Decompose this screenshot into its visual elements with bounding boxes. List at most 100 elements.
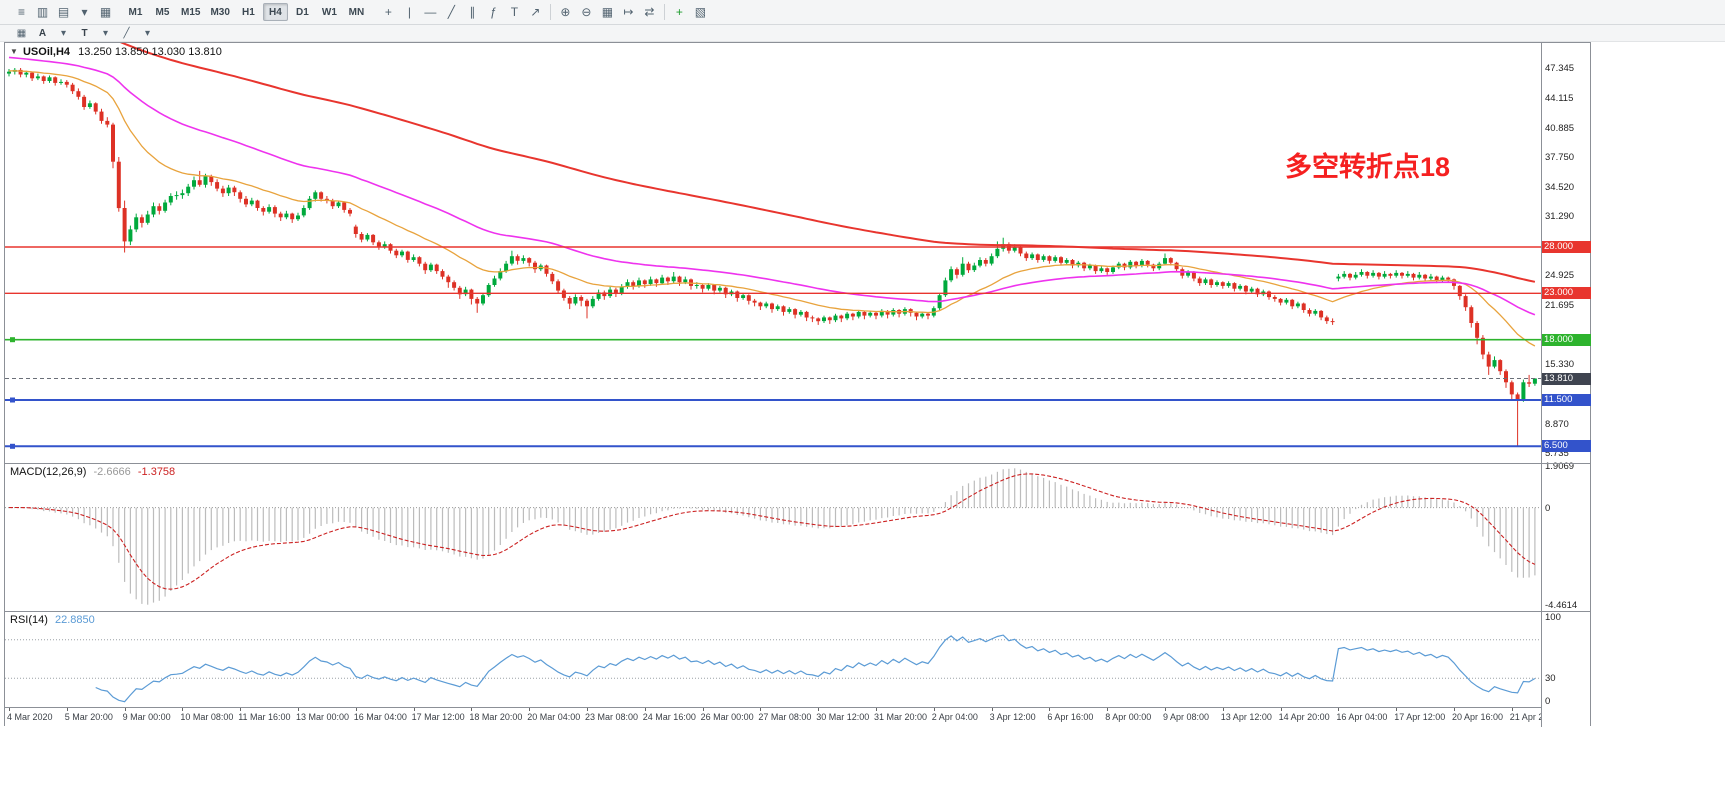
time-tick: [818, 708, 820, 711]
annotation-text[interactable]: 多空转折点18: [1285, 152, 1451, 182]
price-scale-label: 47.345: [1545, 62, 1575, 74]
crosshair-icon[interactable]: +: [384, 5, 392, 19]
rsi-scale-label: 30: [1545, 673, 1556, 685]
text-tool-button[interactable]: T: [81, 27, 88, 39]
vertical-line-icon[interactable]: |: [407, 5, 411, 19]
ma-fast-line: [8, 70, 1536, 347]
rsi-pane[interactable]: RSI(14) 22.8850: [5, 611, 1541, 707]
macd-pane[interactable]: MACD(12,26,9) -2.6666 -1.3758: [5, 463, 1541, 611]
channel-icon[interactable]: ∥: [469, 5, 476, 19]
time-axis-label: 30 Mar 12:00: [816, 712, 870, 722]
timeframe-mn[interactable]: MN: [348, 6, 365, 18]
trendline-icon[interactable]: ╱: [447, 5, 456, 19]
hline-handle[interactable]: [10, 397, 15, 403]
price-scale[interactable]: 47.345 44.115 40.885 37.750 34.520 31.290 24.9…: [1541, 43, 1591, 727]
timeframe-m1[interactable]: M1: [128, 6, 143, 18]
time-tick: [760, 708, 762, 711]
time-tick: [991, 708, 993, 711]
time-axis[interactable]: 4 Mar 2020 5 Mar 20:00 9 Mar 00:00 10 Mar 0…: [5, 707, 1590, 726]
toolbar-separator: [549, 4, 551, 20]
rsi-scale-label: 0: [1545, 696, 1551, 707]
zoom-out-icon[interactable]: ⊖: [581, 5, 592, 19]
hlines-layer[interactable]: [5, 246, 1541, 449]
time-tick: [702, 708, 704, 711]
new-chart-icon[interactable]: ▥: [36, 5, 49, 19]
chart-shift-icon[interactable]: ⇄: [644, 5, 655, 19]
time-axis-label: 6 Apr 16:00: [1047, 712, 1094, 722]
profiles-icon[interactable]: ▤: [57, 5, 70, 19]
pane-divider[interactable]: [5, 611, 1590, 612]
line-tool-caret-icon[interactable]: ▾: [144, 27, 151, 39]
price-scale-label: 31.290: [1545, 211, 1575, 223]
timeframe-m15[interactable]: M15: [181, 6, 201, 18]
time-tick: [9, 708, 10, 711]
arrow-tool-button[interactable]: A: [38, 27, 47, 39]
price-pane[interactable]: ▼ USOil,H4 13.250 13.850 13.030 13.810 多…: [5, 43, 1541, 463]
price-scale-label: 34.520: [1545, 181, 1575, 193]
moving-averages-layer: [8, 43, 1536, 347]
time-tick: [1280, 708, 1282, 711]
hline-handle[interactable]: [10, 337, 15, 343]
time-axis-label: 14 Apr 20:00: [1278, 712, 1330, 722]
indicators-icon[interactable]: +: [675, 5, 683, 19]
time-axis-label: 18 Mar 20:00: [469, 712, 523, 722]
time-axis-label: 13 Apr 12:00: [1220, 712, 1272, 722]
hline-price-badge: 11.500: [1542, 393, 1591, 406]
timeframe-w1[interactable]: W1: [321, 6, 337, 18]
time-tick: [1338, 708, 1340, 711]
time-tick: [1222, 708, 1224, 711]
time-axis-label: 16 Mar 04:00: [353, 712, 407, 722]
hline-price-badge: 28.000: [1542, 240, 1591, 253]
profiles-caret-icon[interactable]: ▾: [81, 5, 88, 19]
time-axis-label: 9 Mar 00:00: [122, 712, 171, 722]
timeframe-h4[interactable]: H4: [262, 3, 288, 21]
time-tick: [1049, 708, 1051, 711]
macd-scale-label: 0: [1545, 502, 1551, 514]
chart-type-icon[interactable]: ▦: [99, 5, 112, 19]
timeframe-m30[interactable]: M30: [210, 6, 230, 18]
timeframe-m5[interactable]: M5: [155, 6, 170, 18]
time-tick: [66, 708, 68, 711]
ma-mid-line: [8, 56, 1536, 316]
toolbar-tools-group: + | — ╱ ∥ ƒ T ↗ ⊕ ⊖ ▦ ↦ ⇄ + ▧: [378, 3, 711, 22]
time-tick: [1454, 708, 1455, 711]
time-axis-label: 11 Mar 16:00: [238, 712, 291, 722]
horizontal-line-icon[interactable]: —: [424, 5, 437, 19]
rsi-chart-canvas[interactable]: [5, 611, 1541, 707]
hline-price-badge: 18.000: [1542, 333, 1591, 346]
time-tick: [240, 708, 242, 711]
rsi-scale-label: 100: [1545, 612, 1561, 623]
menu-icon[interactable]: ≡: [17, 5, 25, 19]
time-axis-label: 10 Mar 08:00: [180, 712, 234, 722]
time-axis-label: 24 Mar 16:00: [642, 712, 696, 722]
templates-icon[interactable]: ▧: [694, 5, 707, 19]
zoom-in-icon[interactable]: ⊕: [560, 5, 571, 19]
hline-handle[interactable]: [10, 443, 15, 449]
macd-chart-canvas[interactable]: [5, 463, 1541, 611]
time-tick: [587, 708, 588, 711]
time-tick: [1165, 708, 1166, 711]
time-axis-label: 5 Mar 20:00: [64, 712, 113, 722]
text-tool-caret-icon[interactable]: ▾: [102, 27, 109, 39]
time-axis-label: 16 Apr 04:00: [1336, 712, 1388, 722]
time-axis-label: 3 Apr 12:00: [989, 712, 1036, 722]
time-tick: [876, 708, 877, 711]
arrows-icon[interactable]: ↗: [530, 5, 541, 19]
auto-scroll-icon[interactable]: ↦: [623, 5, 634, 19]
pane-divider[interactable]: [5, 463, 1590, 464]
chart-window: ▼ USOil,H4 13.250 13.850 13.030 13.810 多…: [4, 42, 1591, 727]
line-tool-icon[interactable]: ╱: [123, 27, 130, 39]
timeframe-h1[interactable]: H1: [242, 6, 255, 18]
time-axis-label: 31 Mar 20:00: [874, 712, 928, 722]
arrow-tool-caret-icon[interactable]: ▾: [60, 27, 67, 39]
fibonacci-icon[interactable]: ƒ: [490, 5, 497, 19]
tile-windows-icon[interactable]: ▦: [601, 5, 614, 19]
time-tick: [933, 708, 935, 711]
price-chart-canvas[interactable]: [5, 43, 1541, 463]
timeframe-d1[interactable]: D1: [296, 6, 309, 18]
price-scale-label: 37.750: [1545, 151, 1575, 163]
text-label-icon[interactable]: T: [510, 5, 519, 19]
objects-list-icon[interactable]: ▦: [16, 27, 27, 39]
current-price-badge: 13.810: [1542, 372, 1591, 385]
time-tick: [471, 708, 473, 711]
